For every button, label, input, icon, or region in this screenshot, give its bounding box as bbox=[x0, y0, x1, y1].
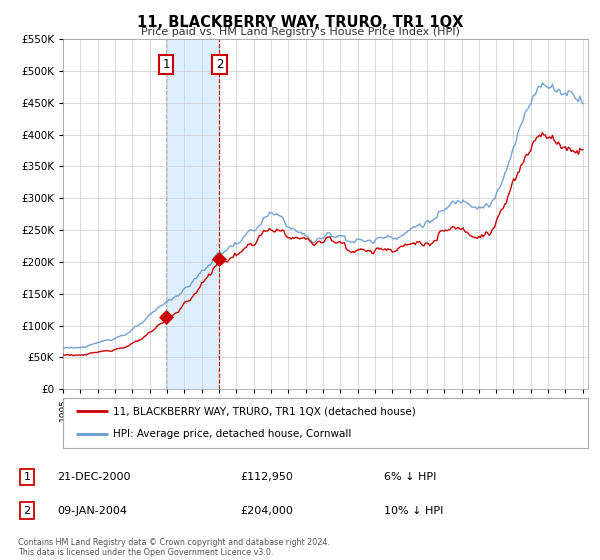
Text: 1: 1 bbox=[23, 472, 31, 482]
Text: £112,950: £112,950 bbox=[240, 472, 293, 482]
Text: 11, BLACKBERRY WAY, TRURO, TR1 1QX: 11, BLACKBERRY WAY, TRURO, TR1 1QX bbox=[137, 15, 463, 30]
Text: Price paid vs. HM Land Registry's House Price Index (HPI): Price paid vs. HM Land Registry's House … bbox=[140, 27, 460, 37]
Text: 09-JAN-2004: 09-JAN-2004 bbox=[57, 506, 127, 516]
Text: 1: 1 bbox=[163, 58, 170, 71]
Text: 2: 2 bbox=[216, 58, 223, 71]
Text: 21-DEC-2000: 21-DEC-2000 bbox=[57, 472, 131, 482]
Text: 2: 2 bbox=[23, 506, 31, 516]
Point bbox=[161, 313, 171, 322]
Text: 6% ↓ HPI: 6% ↓ HPI bbox=[384, 472, 436, 482]
Text: £204,000: £204,000 bbox=[240, 506, 293, 516]
Text: Contains HM Land Registry data © Crown copyright and database right 2024.
This d: Contains HM Land Registry data © Crown c… bbox=[18, 538, 330, 557]
Bar bbox=[166, 39, 220, 389]
Text: 11, BLACKBERRY WAY, TRURO, TR1 1QX (detached house): 11, BLACKBERRY WAY, TRURO, TR1 1QX (deta… bbox=[113, 406, 416, 416]
Text: HPI: Average price, detached house, Cornwall: HPI: Average price, detached house, Corn… bbox=[113, 430, 351, 440]
Point bbox=[215, 255, 224, 264]
Text: 10% ↓ HPI: 10% ↓ HPI bbox=[384, 506, 443, 516]
